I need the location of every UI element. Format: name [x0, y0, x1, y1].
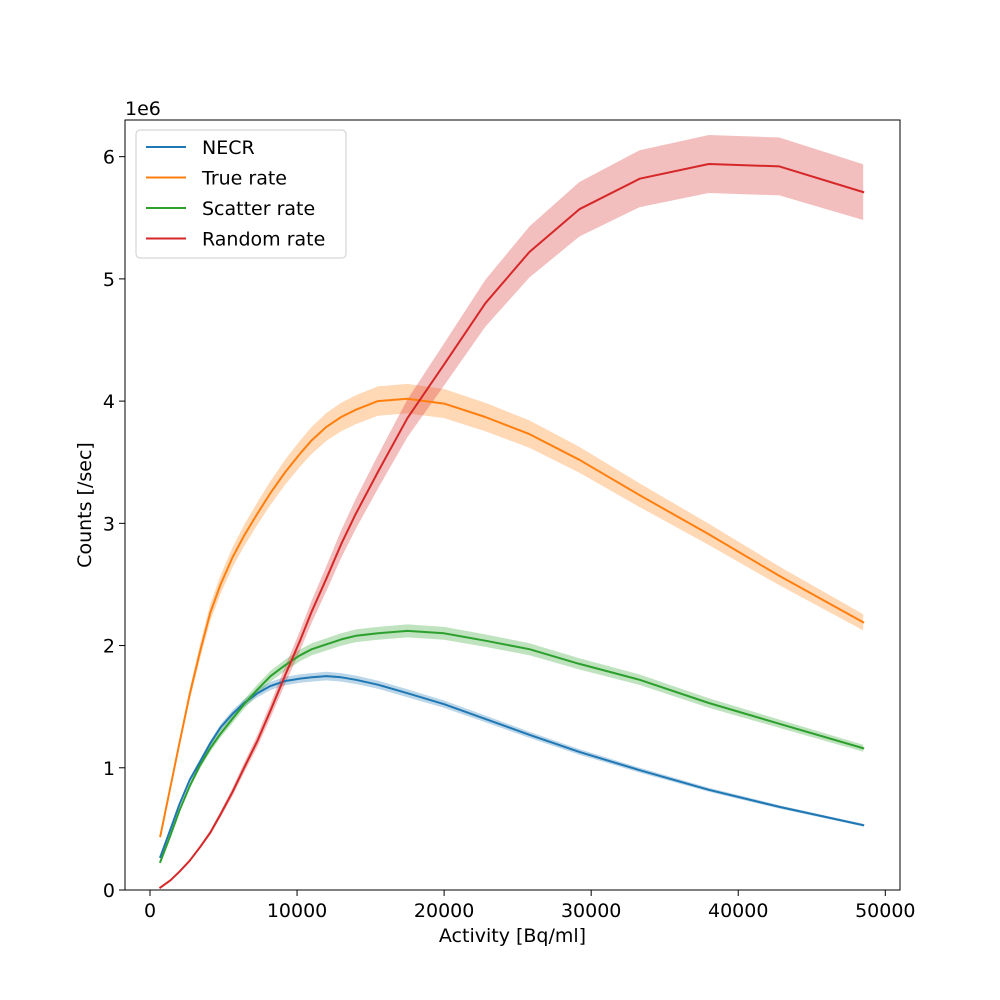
- series-lines: [158, 163, 865, 889]
- y-tick-label: 5: [103, 269, 115, 291]
- y-tick-label: 6: [103, 147, 115, 169]
- y-axis-label: Counts [/sec]: [74, 442, 96, 568]
- legend-label: Scatter rate: [202, 198, 315, 220]
- series-line-1: [159, 397, 865, 838]
- x-tick-label: 40000: [708, 900, 768, 922]
- y-tick-label: 1: [103, 758, 115, 780]
- x-axis-ticks: 0 10000 20000 30000 40000 50000: [144, 890, 916, 922]
- y-axis-offset-label: 1e6: [125, 98, 161, 120]
- plot-frame: [124, 119, 901, 891]
- series-band-3: [160, 135, 864, 888]
- legend-label: True rate: [201, 168, 287, 190]
- x-axis-label: Activity [Bq/ml]: [439, 925, 586, 947]
- y-tick-label: 3: [103, 513, 115, 535]
- legend-box: [135, 129, 347, 259]
- legend-label: Random rate: [202, 229, 325, 251]
- y-axis-ticks: 0 1 2 3 4 5 6: [103, 147, 125, 902]
- series-line-3: [158, 163, 865, 889]
- x-tick-label: 0: [144, 900, 156, 922]
- legend: NECR True rate Scatter rate Random rate: [135, 129, 347, 259]
- x-tick-label: 50000: [855, 900, 915, 922]
- confidence-bands: [160, 135, 864, 888]
- y-tick-label: 2: [103, 636, 115, 658]
- series-line-0: [159, 675, 865, 859]
- x-tick-label: 30000: [561, 900, 621, 922]
- y-tick-label: 4: [103, 391, 115, 413]
- x-tick-label: 20000: [414, 900, 474, 922]
- x-tick-label: 10000: [267, 900, 327, 922]
- y-tick-label: 0: [103, 880, 115, 902]
- legend-label: NECR: [202, 137, 255, 159]
- series-line-2: [159, 629, 865, 864]
